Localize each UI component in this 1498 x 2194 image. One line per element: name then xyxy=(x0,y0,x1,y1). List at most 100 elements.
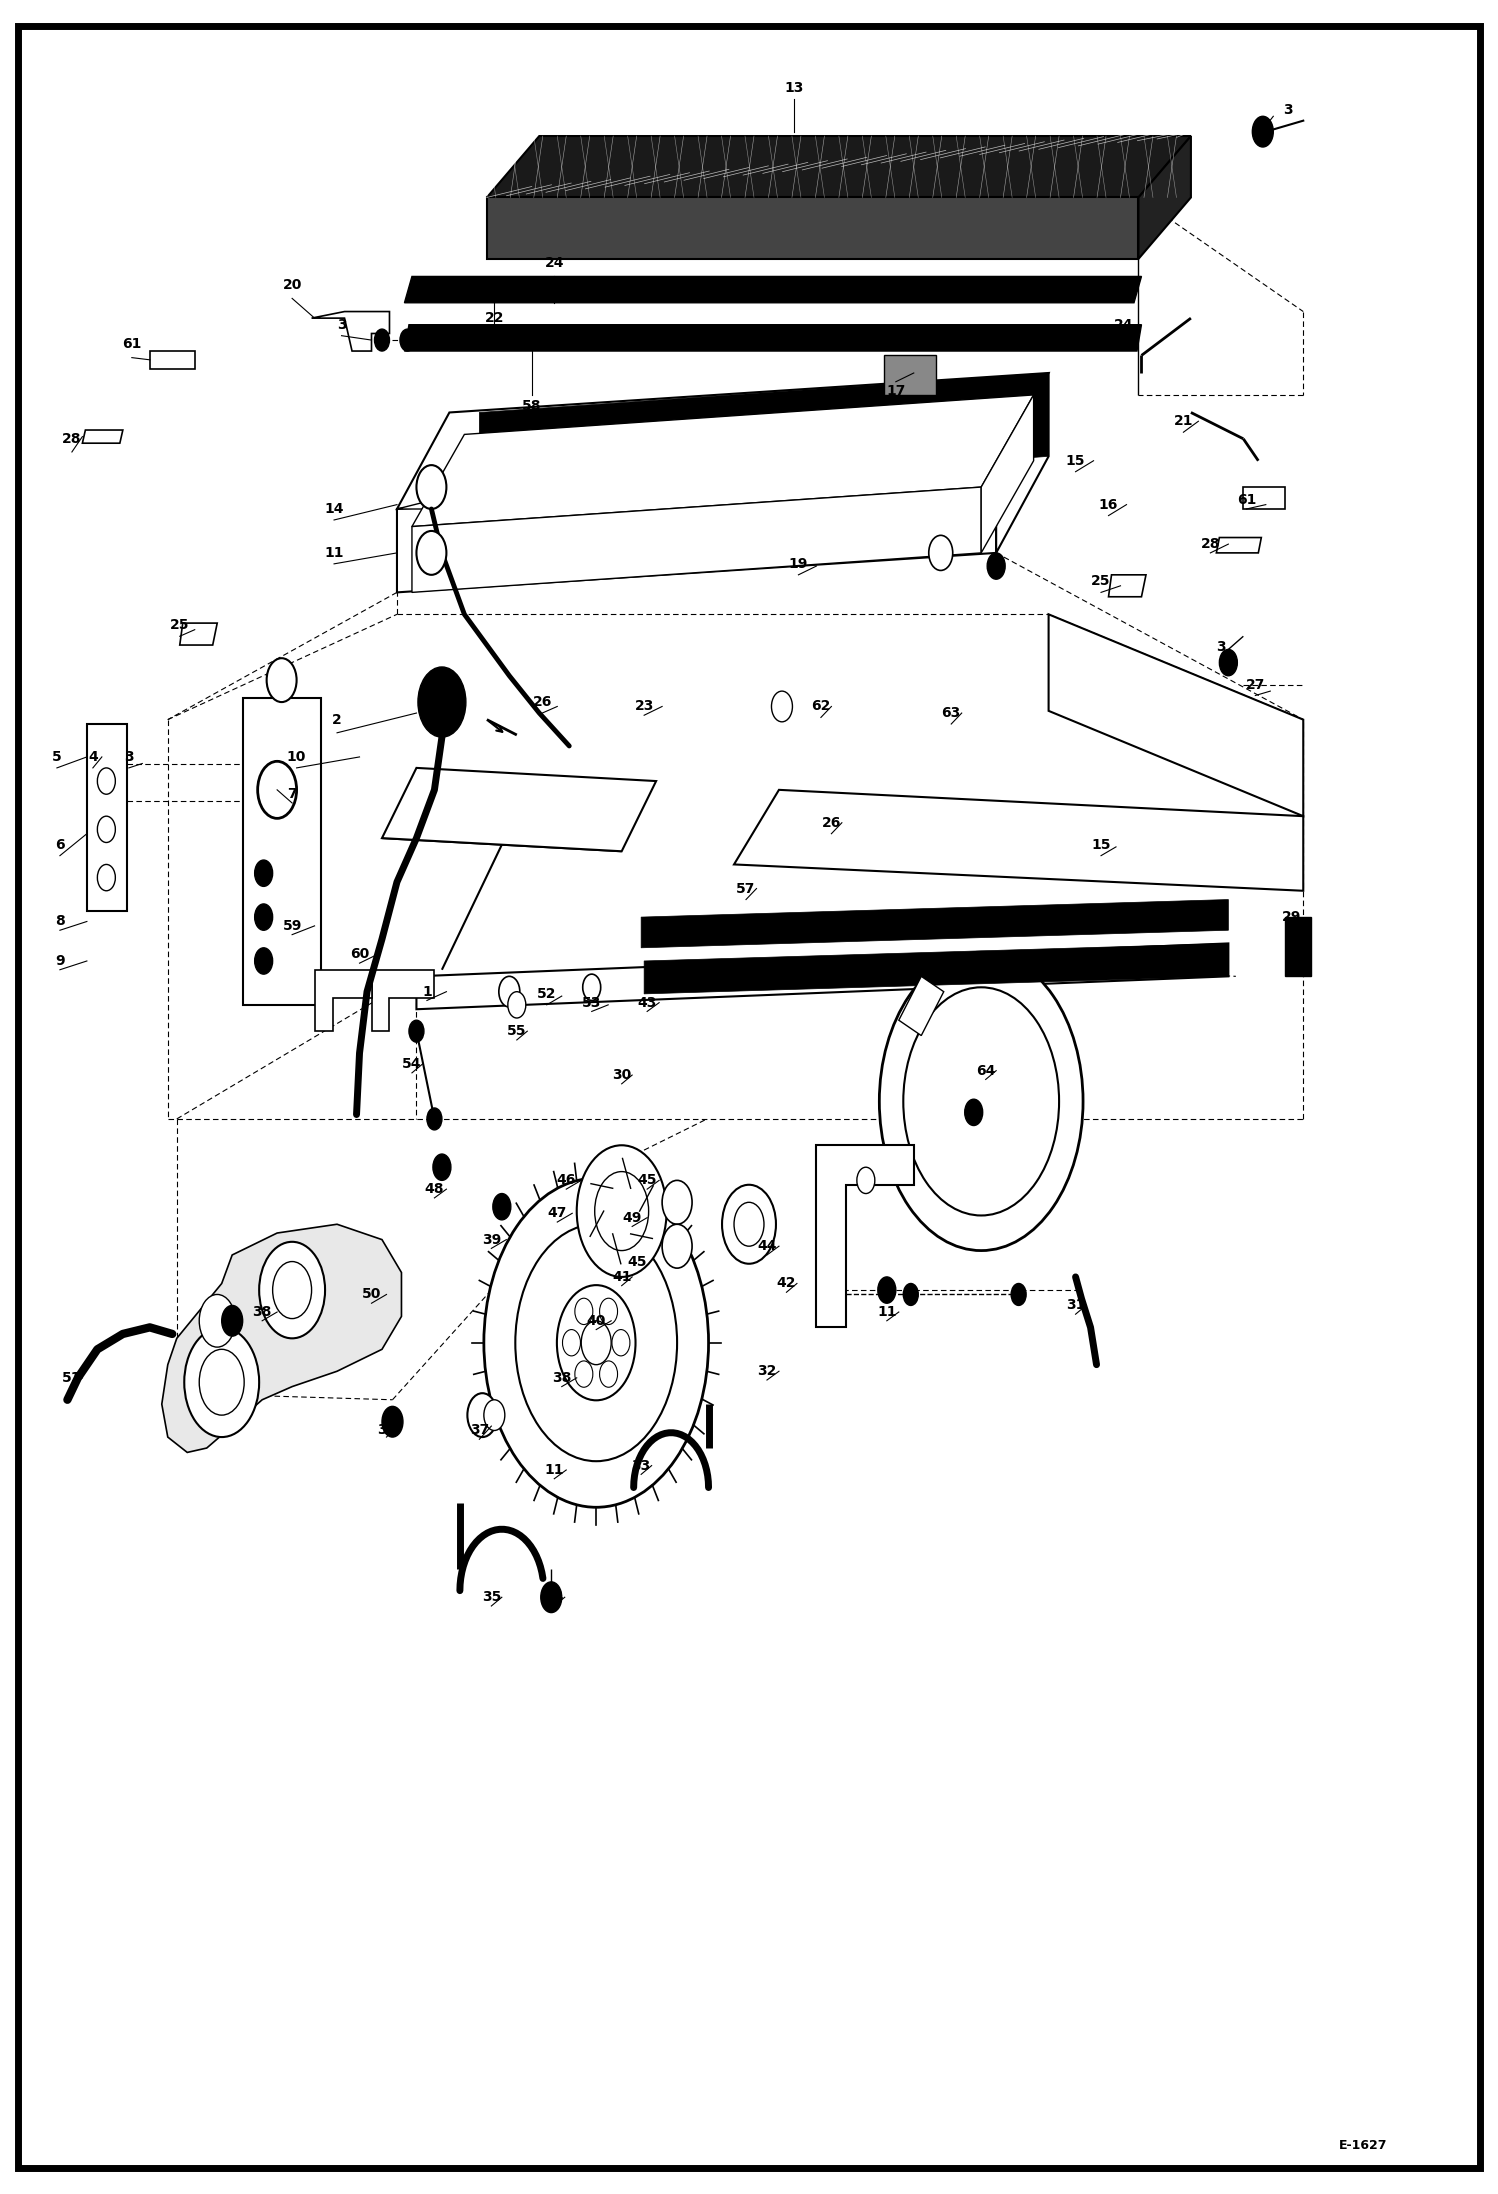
Text: 25: 25 xyxy=(169,619,190,632)
Text: 53: 53 xyxy=(583,996,601,1009)
Text: 60: 60 xyxy=(351,948,369,961)
Text: 50: 50 xyxy=(363,1288,380,1301)
Circle shape xyxy=(255,904,273,930)
Text: 31: 31 xyxy=(1067,1299,1085,1312)
Polygon shape xyxy=(412,395,1034,527)
Circle shape xyxy=(418,667,466,737)
Text: 55: 55 xyxy=(506,1025,527,1038)
Text: 52: 52 xyxy=(536,987,557,1000)
Circle shape xyxy=(374,329,389,351)
Circle shape xyxy=(382,1406,403,1437)
Text: 62: 62 xyxy=(812,700,830,713)
Polygon shape xyxy=(1049,614,1303,816)
Circle shape xyxy=(267,658,297,702)
Polygon shape xyxy=(397,470,996,592)
Text: 61: 61 xyxy=(123,338,141,351)
Text: 39: 39 xyxy=(482,1233,500,1246)
Text: 37: 37 xyxy=(470,1424,488,1437)
Polygon shape xyxy=(1216,538,1261,553)
Text: 22: 22 xyxy=(484,312,505,325)
Text: 28: 28 xyxy=(1200,538,1221,551)
Circle shape xyxy=(541,1582,562,1613)
Circle shape xyxy=(611,1330,631,1356)
Polygon shape xyxy=(416,943,1228,1009)
Text: 3: 3 xyxy=(337,318,346,331)
Circle shape xyxy=(595,1172,649,1251)
Text: 42: 42 xyxy=(776,1277,797,1290)
Text: 34: 34 xyxy=(545,1591,563,1604)
Text: 38: 38 xyxy=(253,1305,271,1319)
Text: 35: 35 xyxy=(482,1591,500,1604)
Text: 30: 30 xyxy=(613,1068,631,1082)
Text: 3: 3 xyxy=(1284,103,1293,116)
Circle shape xyxy=(97,816,115,842)
Circle shape xyxy=(467,1393,497,1437)
Text: 2: 2 xyxy=(333,713,342,726)
Text: 36: 36 xyxy=(377,1424,395,1437)
Circle shape xyxy=(493,1194,511,1220)
Circle shape xyxy=(903,1283,918,1305)
Polygon shape xyxy=(734,790,1303,891)
Text: 63: 63 xyxy=(942,706,960,720)
Text: 32: 32 xyxy=(758,1365,776,1378)
Text: 26: 26 xyxy=(533,695,551,709)
Text: 46: 46 xyxy=(557,1174,575,1187)
Text: 59: 59 xyxy=(283,919,301,932)
Circle shape xyxy=(987,553,1005,579)
Text: 48: 48 xyxy=(424,1183,445,1196)
Text: 24: 24 xyxy=(544,257,565,270)
Circle shape xyxy=(255,860,273,886)
Circle shape xyxy=(599,1360,617,1387)
Text: 9: 9 xyxy=(55,954,64,968)
Circle shape xyxy=(499,976,520,1007)
Circle shape xyxy=(184,1327,259,1437)
Circle shape xyxy=(662,1224,692,1268)
Circle shape xyxy=(508,992,526,1018)
Circle shape xyxy=(581,1321,611,1365)
Polygon shape xyxy=(82,430,123,443)
Circle shape xyxy=(577,1145,667,1277)
Text: 33: 33 xyxy=(632,1459,650,1472)
Circle shape xyxy=(1252,116,1273,147)
Text: 20: 20 xyxy=(283,279,301,292)
Circle shape xyxy=(857,1167,875,1194)
Text: 17: 17 xyxy=(887,384,905,397)
Text: 41: 41 xyxy=(611,1270,632,1283)
Circle shape xyxy=(199,1349,244,1415)
Circle shape xyxy=(929,535,953,570)
Text: 45: 45 xyxy=(626,1255,647,1268)
Circle shape xyxy=(878,1277,896,1303)
Text: 4: 4 xyxy=(88,750,97,764)
Polygon shape xyxy=(644,943,1228,994)
Text: 6: 6 xyxy=(55,838,64,851)
Text: 26: 26 xyxy=(822,816,840,829)
Polygon shape xyxy=(1285,917,1311,976)
Polygon shape xyxy=(641,900,1228,948)
Circle shape xyxy=(879,952,1083,1251)
Text: 24: 24 xyxy=(1113,318,1134,331)
Text: 5: 5 xyxy=(52,750,61,764)
Circle shape xyxy=(222,1305,243,1336)
Circle shape xyxy=(484,1178,709,1507)
Circle shape xyxy=(400,329,415,351)
Circle shape xyxy=(433,1154,451,1180)
Text: 3: 3 xyxy=(1216,641,1225,654)
Circle shape xyxy=(771,691,792,722)
Text: 16: 16 xyxy=(1100,498,1118,511)
Text: 19: 19 xyxy=(789,557,807,570)
Circle shape xyxy=(199,1294,235,1347)
Text: 47: 47 xyxy=(548,1207,566,1220)
Text: 45: 45 xyxy=(637,1174,658,1187)
Polygon shape xyxy=(180,623,217,645)
Polygon shape xyxy=(404,325,1141,351)
Polygon shape xyxy=(1243,487,1285,509)
Text: 11: 11 xyxy=(324,546,345,559)
Text: 11: 11 xyxy=(544,1463,565,1477)
Text: E-1627: E-1627 xyxy=(1339,2139,1387,2152)
Circle shape xyxy=(259,1242,325,1338)
Circle shape xyxy=(416,531,446,575)
Circle shape xyxy=(416,465,446,509)
Circle shape xyxy=(965,1099,983,1126)
Circle shape xyxy=(662,1180,692,1224)
Text: 23: 23 xyxy=(635,700,653,713)
